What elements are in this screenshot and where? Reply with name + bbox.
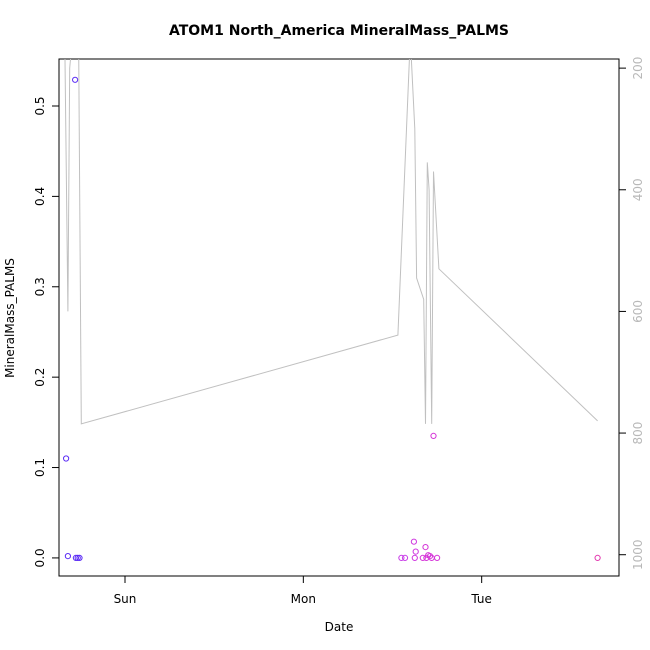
data-point: [398, 554, 405, 562]
data-point: [64, 553, 72, 560]
y-tick-label: 0.0: [33, 548, 47, 567]
data-point: [411, 554, 418, 562]
data-point: [76, 554, 83, 562]
data-point: [426, 553, 434, 560]
y-right-tick-label: 200: [631, 57, 645, 80]
x-tick-label: Tue: [470, 592, 492, 606]
data-point: [422, 544, 429, 551]
y-tick-label: 0.2: [33, 368, 47, 387]
y-axis: 0.0 0.1 0.2 0.3 0.4 0.5: [33, 96, 59, 567]
data-point: [594, 554, 601, 562]
x-tick-label: Sun: [114, 592, 137, 606]
pressure-line: [64, 59, 598, 425]
data-point: [72, 554, 80, 562]
y-tick-label: 0.3: [33, 277, 47, 296]
y-right-tick-label: 1000: [631, 539, 645, 570]
data-point: [401, 554, 409, 562]
pressure-line-layer: [64, 59, 598, 425]
x-tick-label: Mon: [291, 592, 316, 606]
data-point: [63, 455, 70, 462]
data-point: [419, 554, 426, 562]
data-point: [74, 554, 81, 562]
y-right-tick-label: 800: [631, 422, 645, 445]
y-right-tick-label: 400: [631, 178, 645, 201]
data-point: [412, 548, 419, 555]
data-point: [72, 76, 79, 83]
y-tick-label: 0.5: [33, 96, 47, 115]
plot-area-frame: [58, 58, 620, 577]
y-right-tick-label: 600: [631, 300, 645, 323]
data-point: [410, 538, 417, 545]
data-point: [430, 432, 437, 439]
x-axis-label: Date: [325, 620, 354, 634]
y-axis-right: 200 400 600 800 1000: [619, 57, 645, 570]
y-tick-label: 0.4: [33, 187, 47, 206]
x-axis: Sun Mon Tue: [114, 576, 492, 606]
chart-title: ATOM1 North_America MineralMass_PALMS: [169, 23, 509, 39]
y-axis-label: MineralMass_PALMS: [3, 258, 17, 378]
data-point: [434, 554, 441, 562]
y-tick-label: 0.1: [33, 458, 47, 477]
data-points: [63, 76, 601, 562]
